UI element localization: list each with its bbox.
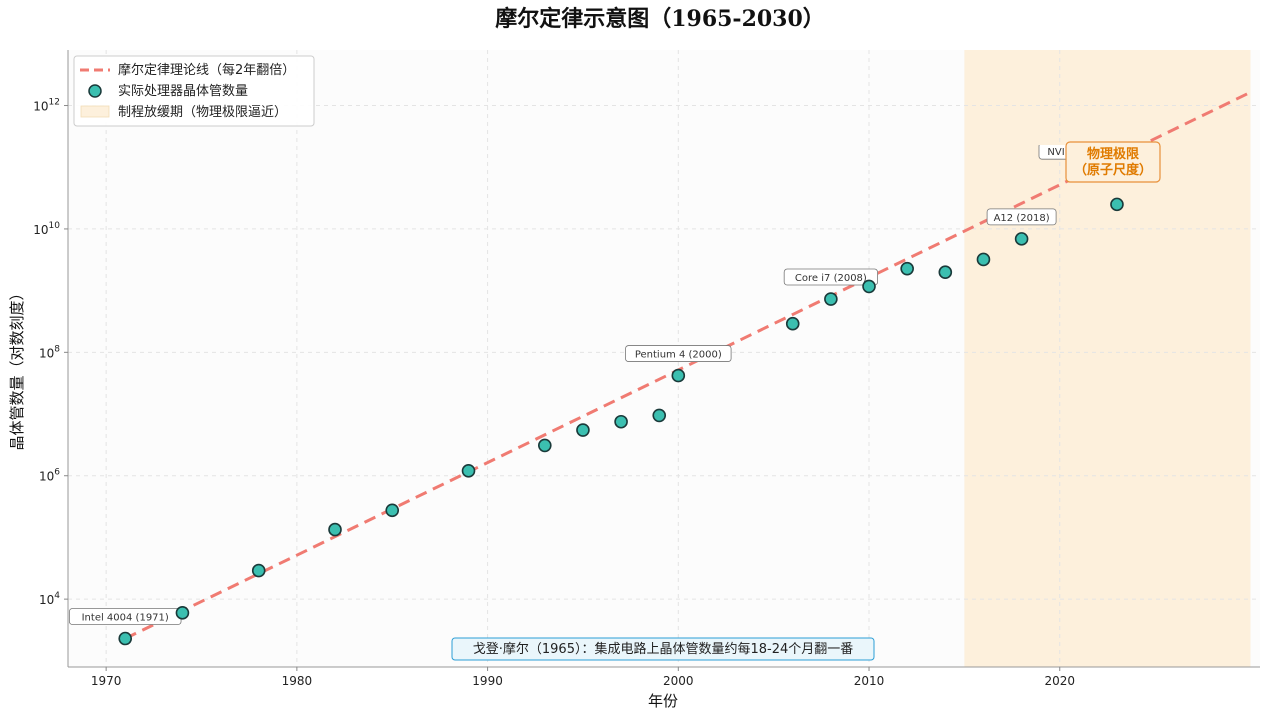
x-tick-label: 2020 [1044,674,1075,688]
moore-quote: 戈登·摩尔（1965）：集成电路上晶体管数量约每18-24个月翻一番 [473,641,854,657]
legend: 摩尔定律理论线（每2年翻倍） 实际处理器晶体管数量 制程放缓期（物理极限逼近） [73,55,315,127]
annotation-label: NVIDIA H100 (2022) [1038,145,1148,160]
data-point [614,414,628,429]
data-point [175,606,190,620]
chart-title: 摩尔定律示意图（1965-2030） [495,6,825,32]
annotation-label: Pentium 4 (2000) [625,345,732,362]
legend-item-theory: 摩尔定律理论线（每2年翻倍） [118,62,295,78]
y-axis-ticks: 104 106 108 1010 1012 [33,98,68,607]
x-tick-label: 2010 [854,674,885,688]
y-axis-label: 晶体管数量（对数刻度） [8,285,26,450]
data-point [976,252,991,267]
y-tick-label: 1010 [33,221,60,237]
legend-region-swatch [80,105,110,118]
annotation-label: Core i7 (2008) [783,268,878,286]
data-point [328,522,342,537]
point-annotations: Intel 4004 (1971) Pentium 4 (2000) Core i7… [68,145,1148,625]
data-point [652,408,667,423]
data-point [385,503,400,518]
data-point [537,438,552,453]
data-point [1014,232,1029,246]
svg-text:Intel 4004 (1971): Intel 4004 (1971) [82,613,169,624]
x-axis-label: 年份 [648,692,678,710]
y-tick-label: 104 [39,591,60,607]
data-point [1110,197,1124,212]
x-tick-label: 1980 [282,674,313,688]
legend-item-actual: 实际处理器晶体管数量 [118,84,248,99]
y-tick-label: 108 [39,344,60,360]
data-point [938,265,953,279]
data-point [251,563,266,578]
annotation-label: Intel 4004 (1971) [68,608,182,625]
legend-item-region: 制程放缓期（物理极限逼近） [118,105,287,120]
grid-lines [68,50,1260,667]
physical-limit-box: 物理极限 （原子尺度） [1065,141,1161,183]
data-point [900,261,914,276]
svg-text:Core i7 (2008): Core i7 (2008) [795,273,867,284]
data-point [862,279,876,294]
x-tick-label: 2000 [663,674,694,688]
limit-label-line1: 物理极限 [1087,146,1140,162]
svg-text:A12 (2018): A12 (2018) [994,213,1050,224]
data-point [576,423,590,437]
data-point [671,368,686,383]
svg-text:NVIDIA H100 (2022): NVIDIA H100 (2022) [1047,147,1148,158]
data-point [461,464,476,478]
data-point [824,292,838,306]
y-tick-label: 106 [39,468,60,484]
data-point [785,316,800,331]
limit-label-line2: （原子尺度） [1074,162,1152,178]
x-tick-label: 1990 [472,674,503,688]
data-point [118,631,133,646]
moore-quote-box: 戈登·摩尔（1965）：集成电路上晶体管数量约每18-24个月翻一番 [451,637,875,661]
svg-text:Pentium 4 (2000): Pentium 4 (2000) [635,350,722,361]
legend-point-swatch [88,84,102,98]
y-tick-label: 1012 [33,98,60,114]
x-axis-ticks: 1970 1980 1990 2000 2010 2020 [91,667,1075,688]
annotation-label: A12 (2018) [986,208,1057,226]
x-tick-label: 1970 [91,674,122,688]
